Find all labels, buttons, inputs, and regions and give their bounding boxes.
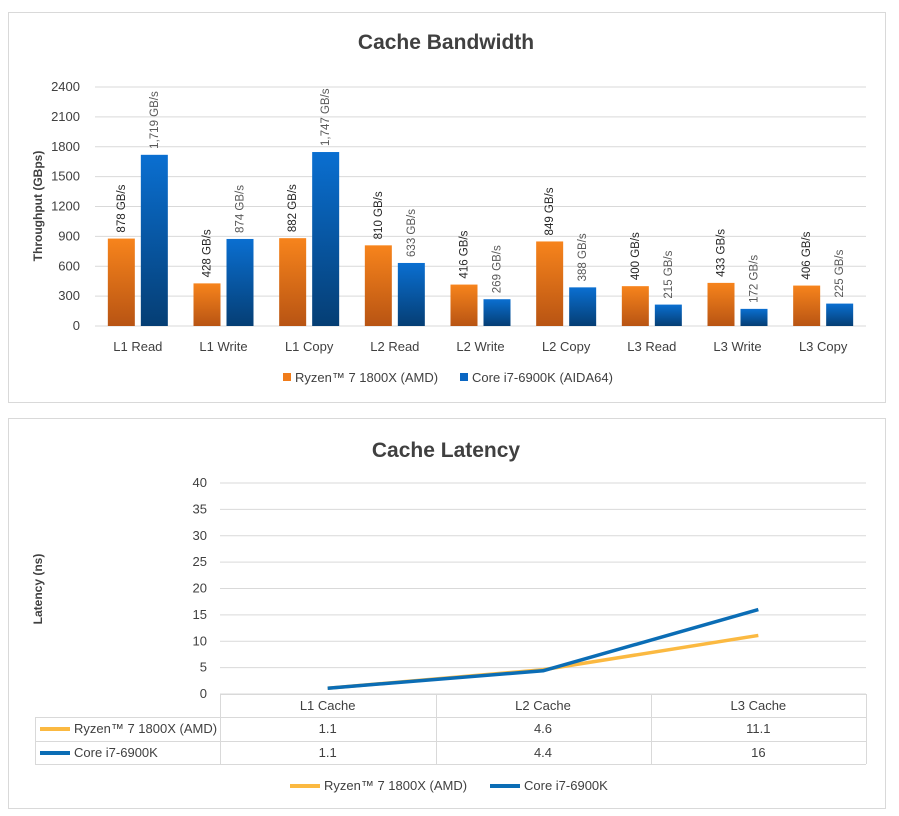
- bar-intel: [483, 299, 511, 326]
- y-tick-label: 2100: [51, 109, 80, 124]
- legend-swatch: [460, 373, 468, 381]
- data-label: 882 GB/s: [287, 184, 299, 232]
- bar-amd: [279, 238, 307, 326]
- table-cell: 1.1: [319, 721, 337, 736]
- chart-title: Cache Latency: [372, 439, 521, 462]
- bar-amd: [193, 283, 221, 326]
- data-label: 406 GB/s: [801, 231, 813, 279]
- table-cell: 4.6: [534, 721, 552, 736]
- data-label: 849 GB/s: [544, 187, 556, 235]
- data-label: 874 GB/s: [235, 185, 247, 233]
- bar-amd: [107, 238, 135, 326]
- data-label: 225 GB/s: [834, 249, 846, 297]
- x-tick-label: L3 Read: [627, 339, 676, 354]
- y-tick-label: 600: [58, 258, 80, 273]
- bar-intel: [312, 152, 340, 326]
- table-header: L2 Cache: [515, 698, 571, 713]
- x-tick-label: L1 Read: [113, 339, 162, 354]
- y-tick-label: 5: [200, 660, 207, 675]
- data-label: 633 GB/s: [406, 209, 418, 257]
- data-label: 388 GB/s: [577, 233, 589, 281]
- data-label: 1,719 GB/s: [149, 91, 161, 149]
- data-label: 416 GB/s: [459, 230, 471, 278]
- data-label: 810 GB/s: [373, 191, 385, 239]
- y-tick-label: 1200: [51, 199, 80, 214]
- bar-amd: [707, 282, 735, 326]
- bar-intel: [826, 303, 854, 326]
- line-intel: [327, 607, 759, 690]
- bar-amd: [364, 245, 392, 326]
- bar-amd: [621, 286, 649, 326]
- y-tick-label: 25: [193, 554, 207, 569]
- bar-intel: [397, 262, 425, 326]
- y-tick-label: 30: [193, 528, 207, 543]
- data-label: 400 GB/s: [630, 232, 642, 280]
- data-label: 1,747 GB/s: [320, 88, 332, 146]
- data-label: 215 GB/s: [663, 250, 675, 298]
- x-tick-label: L3 Copy: [799, 339, 848, 354]
- x-tick-label: L1 Write: [199, 339, 247, 354]
- table-cell: 11.1: [746, 721, 770, 736]
- bar-amd: [536, 241, 564, 326]
- legend-label: Ryzen™ 7 1800X (AMD): [295, 370, 438, 385]
- y-tick-label: 1800: [51, 139, 80, 154]
- bar-amd: [450, 284, 478, 326]
- y-tick-label: 35: [193, 501, 207, 516]
- y-tick-label: 40: [193, 475, 207, 490]
- table-cell: 1.1: [319, 745, 337, 760]
- table-cell: 4.4: [534, 745, 552, 760]
- table-cell: 16: [751, 745, 765, 760]
- bar-intel: [740, 308, 768, 326]
- data-label: 878 GB/s: [116, 184, 128, 232]
- legend-swatch: [283, 373, 291, 381]
- bar-intel: [654, 304, 682, 326]
- bar-intel: [140, 154, 168, 326]
- chart-title: Cache Bandwidth: [358, 31, 534, 54]
- y-tick-label: 0: [73, 318, 80, 333]
- x-tick-label: L2 Read: [370, 339, 419, 354]
- y-tick-label: 1500: [51, 169, 80, 184]
- bar-amd: [793, 285, 821, 326]
- y-tick-label: 10: [193, 633, 207, 648]
- x-tick-label: L1 Copy: [285, 339, 334, 354]
- legend-label: Core i7-6900K (AIDA64): [472, 370, 613, 385]
- table-header: L3 Cache: [731, 698, 787, 713]
- table-row-label: Ryzen™ 7 1800X (AMD): [74, 721, 217, 736]
- y-axis-label: Latency (ns): [31, 554, 45, 625]
- x-tick-label: L3 Write: [713, 339, 761, 354]
- legend-label: Ryzen™ 7 1800X (AMD): [324, 778, 467, 793]
- y-tick-label: 15: [193, 607, 207, 622]
- data-label: 428 GB/s: [202, 229, 214, 277]
- x-tick-label: L2 Write: [456, 339, 504, 354]
- legend-label: Core i7-6900K: [524, 778, 608, 793]
- bar-intel: [226, 238, 254, 326]
- table-row-label: Core i7-6900K: [74, 745, 158, 760]
- table-header: L1 Cache: [300, 698, 356, 713]
- y-tick-label: 0: [200, 686, 207, 701]
- data-label: 433 GB/s: [716, 229, 728, 277]
- data-label: 172 GB/s: [749, 255, 761, 303]
- y-tick-label: 900: [58, 228, 80, 243]
- y-tick-label: 300: [58, 288, 80, 303]
- x-tick-label: L2 Copy: [542, 339, 591, 354]
- y-axis-label: Throughput (GBps): [31, 151, 45, 262]
- y-tick-label: 20: [193, 581, 207, 596]
- data-label: 269 GB/s: [492, 245, 504, 293]
- y-tick-label: 2400: [51, 79, 80, 94]
- bar-intel: [569, 287, 597, 326]
